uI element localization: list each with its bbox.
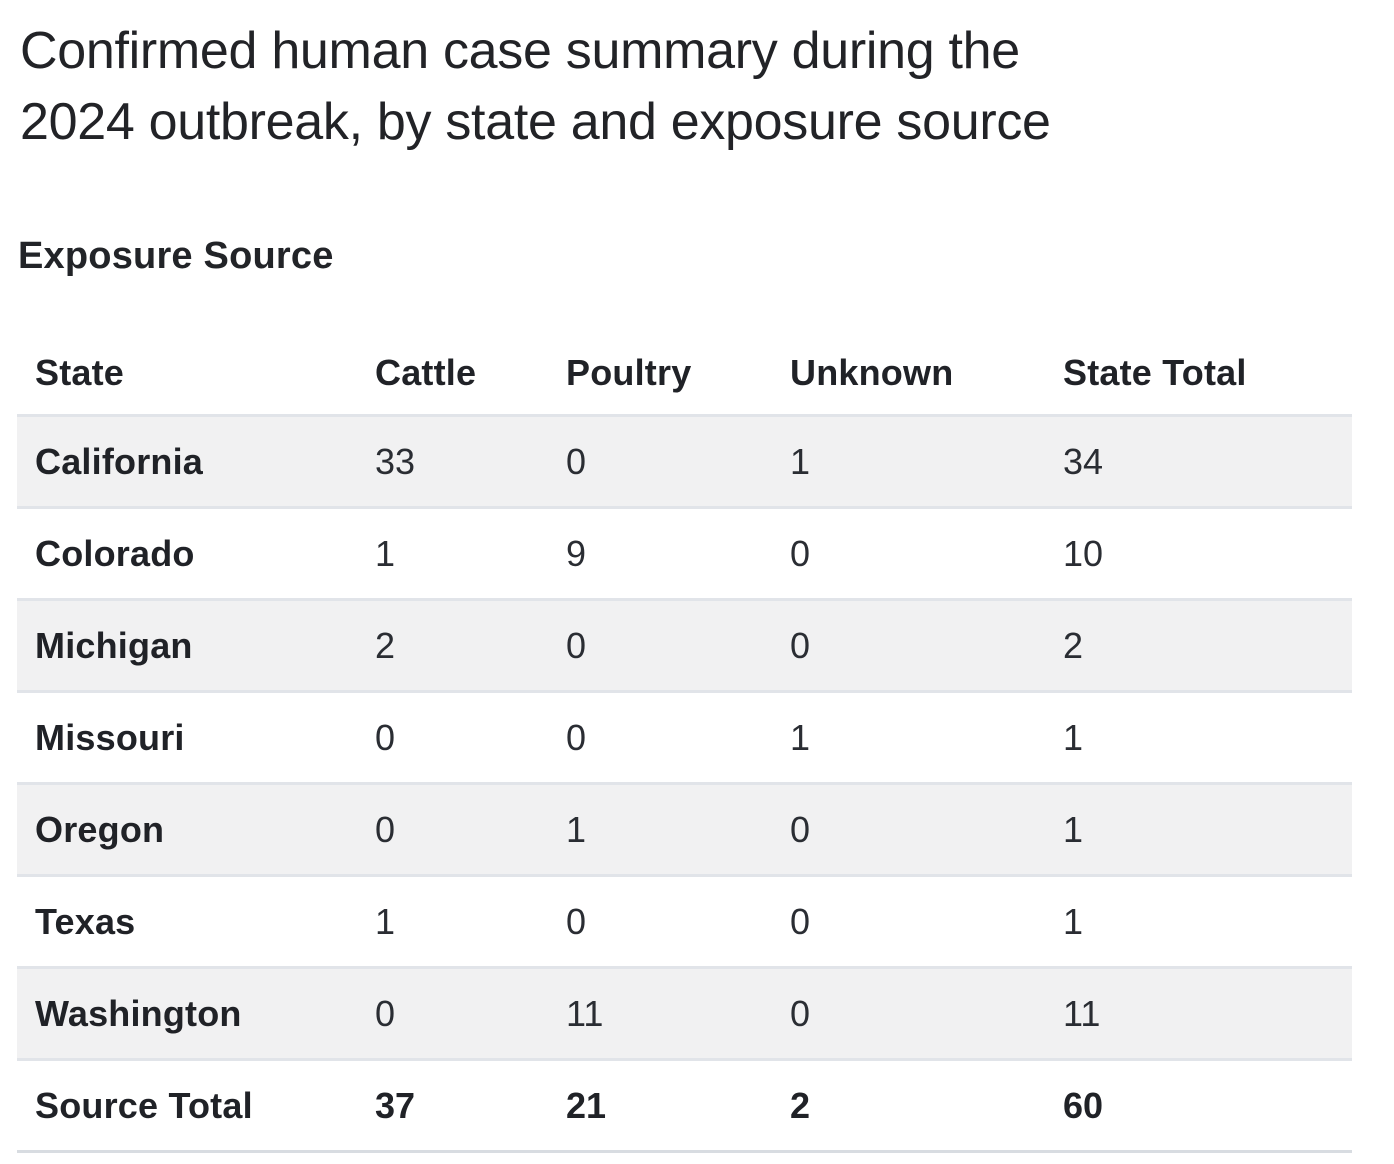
cattle-cell: 0 (375, 808, 396, 850)
poultry-cell: 0 (566, 900, 587, 942)
cattle-cell: 0 (375, 716, 396, 758)
total-cell: 34 (1063, 440, 1104, 482)
totals-label-cell: Source Total (35, 1084, 253, 1126)
unknown-cell: 0 (790, 900, 811, 942)
section-heading: Exposure Source (18, 235, 334, 277)
state-cell: Michigan (35, 624, 193, 666)
state-cell: Oregon (35, 808, 165, 850)
state-cell: Missouri (35, 716, 185, 758)
table-row-colorado: Colorado 1 9 0 10 (17, 507, 1352, 600)
table-row-california: California 33 0 1 34 (17, 415, 1352, 508)
poultry-cell: 9 (566, 532, 587, 574)
table-row-texas: Texas 1 0 0 1 (17, 875, 1352, 968)
totals-unknown-cell: 2 (790, 1084, 811, 1126)
poultry-cell: 1 (566, 808, 587, 850)
col-header-poultry: Poultry (566, 352, 692, 393)
header-row: State Cattle Poultry Unknown State Total (17, 332, 1352, 416)
poultry-cell: 0 (566, 716, 587, 758)
totals-total-cell: 60 (1063, 1084, 1104, 1126)
page-title: Confirmed human case summary during the … (20, 22, 1051, 151)
col-header-unknown: Unknown (790, 352, 954, 393)
table-row-washington: Washington 0 11 0 11 (17, 967, 1352, 1060)
unknown-cell: 0 (790, 992, 811, 1034)
unknown-cell: 0 (790, 532, 811, 574)
total-cell: 1 (1063, 900, 1084, 942)
totals-poultry-cell: 21 (566, 1084, 607, 1126)
total-cell: 10 (1063, 532, 1104, 574)
poultry-cell: 11 (566, 992, 604, 1034)
totals-cattle-cell: 37 (375, 1084, 416, 1126)
total-cell: 1 (1063, 808, 1084, 850)
unknown-cell: 1 (790, 440, 811, 482)
col-header-cattle: Cattle (375, 352, 477, 393)
state-cell: Washington (35, 992, 242, 1034)
unknown-cell: 0 (790, 808, 811, 850)
table-row-michigan: Michigan 2 0 0 2 (17, 599, 1352, 692)
poultry-cell: 0 (566, 624, 587, 666)
cattle-cell: 1 (375, 900, 396, 942)
col-header-state: State (35, 352, 125, 393)
total-cell: 11 (1063, 992, 1101, 1034)
total-cell: 1 (1063, 716, 1084, 758)
state-cell: Texas (35, 900, 136, 942)
table-row-oregon: Oregon 0 1 0 1 (17, 783, 1352, 876)
cattle-cell: 33 (375, 440, 416, 482)
case-summary-table: State Cattle Poultry Unknown State Total… (17, 332, 1352, 1153)
unknown-cell: 1 (790, 716, 811, 758)
cattle-cell: 1 (375, 532, 396, 574)
cattle-cell: 0 (375, 992, 396, 1034)
total-cell: 2 (1063, 624, 1084, 666)
cattle-cell: 2 (375, 624, 396, 666)
poultry-cell: 0 (566, 440, 587, 482)
col-header-state-total: State Total (1063, 352, 1247, 393)
state-cell: California (35, 440, 204, 482)
unknown-cell: 0 (790, 624, 811, 666)
state-cell: Colorado (35, 532, 195, 574)
totals-row: Source Total 37 21 2 60 (17, 1059, 1352, 1152)
table-row-missouri: Missouri 0 0 1 1 (17, 691, 1352, 784)
